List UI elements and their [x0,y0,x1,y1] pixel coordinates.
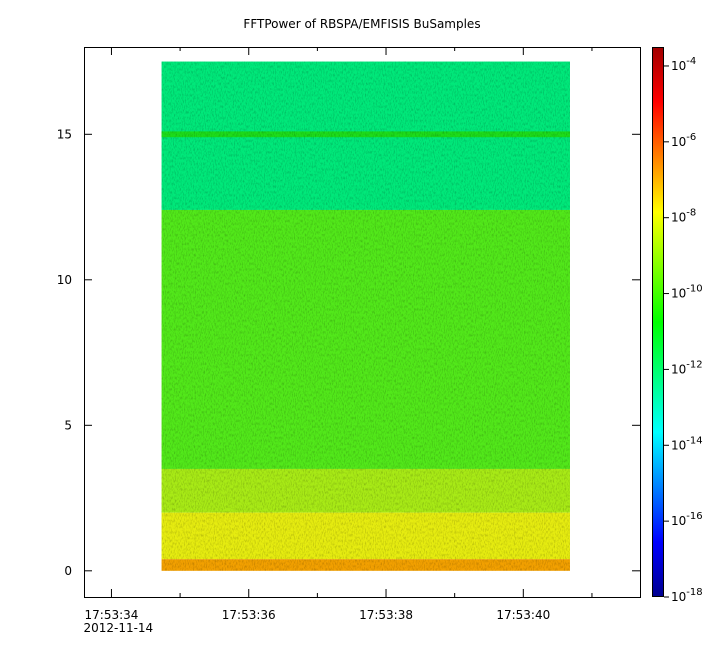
colorbar-tick-label: 10-14 [671,435,703,452]
x-date-label: 2012-11-14 [83,621,153,635]
colorbar-tick-label: 10-10 [671,284,703,301]
chart-title: FFTPower of RBSPA/EMFISIS BuSamples [243,17,481,31]
x-tick-label: 17:53:38 [359,608,413,622]
spectrogram-texture [161,61,570,571]
colorbar-tick-label: 10-18 [671,587,703,604]
x-tick-label: 17:53:40 [496,608,550,622]
y-tick-label: 15 [57,127,72,141]
y-tick-label: 10 [57,273,72,287]
plot-frame [84,47,641,598]
colorbar-tick-label: 10-12 [671,359,703,376]
colorbar-frame [652,47,664,597]
colorbar-tick-label: 10-16 [671,511,703,528]
y-tick-label: 0 [64,564,72,578]
y-tick-label: 5 [64,418,72,432]
colorbar [652,47,664,597]
x-tick-label: 17:53:36 [222,608,276,622]
colorbar-tick-label: 10-6 [671,132,696,149]
spectrogram-image [161,61,570,571]
x-tick-label: 17:53:34 [85,608,139,622]
colorbar-tick-label: 10-8 [671,208,696,225]
colorbar-tick-label: 10-4 [671,56,696,73]
